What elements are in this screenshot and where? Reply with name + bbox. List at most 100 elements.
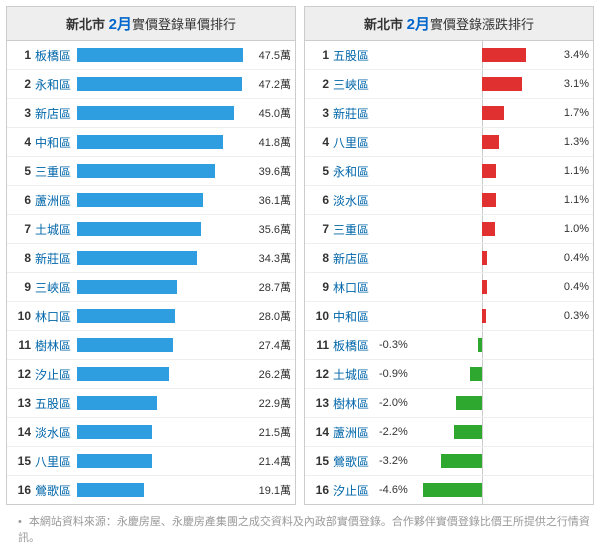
- district-name[interactable]: 汐止區: [333, 482, 375, 499]
- price-value: 21.4萬: [243, 453, 291, 469]
- price-row: 13五股區22.9萬: [7, 389, 295, 418]
- change-bar-area: [423, 422, 541, 442]
- zero-axis: [482, 360, 483, 388]
- price-row: 4中和區 41.8萬: [7, 128, 295, 157]
- district-name[interactable]: 新莊區: [35, 250, 77, 267]
- zero-axis: [482, 447, 483, 475]
- change-bar-area: [423, 190, 541, 210]
- change-row: 15鶯歌區-3.2%: [305, 447, 593, 476]
- district-name[interactable]: 新店區: [35, 105, 77, 122]
- price-bar: [77, 425, 152, 439]
- district-name[interactable]: 蘆洲區: [35, 192, 77, 209]
- district-name[interactable]: 八里區: [333, 134, 375, 151]
- district-name[interactable]: 蘆洲區: [333, 424, 375, 441]
- district-name[interactable]: 淡水區: [35, 424, 77, 441]
- price-row: 12汐止區26.2萬: [7, 360, 295, 389]
- bar-area: [77, 45, 243, 65]
- district-name[interactable]: 永和區: [333, 163, 375, 180]
- change-value: 1.0%: [541, 223, 589, 235]
- rank: 9: [309, 280, 333, 294]
- rank: 14: [11, 425, 35, 439]
- district-name[interactable]: 三重區: [333, 221, 375, 238]
- change-value: 0.4%: [541, 281, 589, 293]
- bullet-icon: •: [18, 516, 26, 528]
- change-bar-area: [423, 451, 541, 471]
- price-row: 8新莊區34.3萬: [7, 244, 295, 273]
- rank: 11: [309, 338, 333, 352]
- district-name[interactable]: 林口區: [35, 308, 77, 325]
- left-panel: 新北市 2月實價登錄單價排行 1板橋區47.5萬2永和區47.2萬3新店區45.…: [6, 6, 296, 505]
- district-name[interactable]: 新店區: [333, 250, 375, 267]
- bar-area: [77, 364, 243, 384]
- district-name[interactable]: 八里區: [35, 453, 77, 470]
- change-row: 4八里區 1.3%: [305, 128, 593, 157]
- district-name[interactable]: 汐止區: [35, 366, 77, 383]
- change-value: 1.1%: [541, 194, 589, 206]
- price-value: 41.8萬: [243, 134, 291, 150]
- change-value: -3.2%: [375, 455, 423, 467]
- district-name[interactable]: 三峽區: [35, 279, 77, 296]
- district-name[interactable]: 中和區: [35, 134, 77, 151]
- bar-area: [77, 161, 243, 181]
- change-bar-area: [423, 393, 541, 413]
- right-title-rest: 實價登錄漲跌排行: [430, 17, 534, 32]
- left-rows: 1板橋區47.5萬2永和區47.2萬3新店區45.0萬4中和區41.8萬5三重區…: [7, 41, 295, 504]
- change-row: 5永和區1.1%: [305, 157, 593, 186]
- district-name[interactable]: 三峽區: [333, 76, 375, 93]
- district-name[interactable]: 中和區: [333, 308, 375, 325]
- district-name[interactable]: 板橋區: [35, 47, 77, 64]
- district-name[interactable]: 三重區: [35, 163, 77, 180]
- change-bar-area: [423, 277, 541, 297]
- change-row: 1五股區3.4%: [305, 41, 593, 70]
- price-bar: [77, 280, 177, 294]
- rank: 4: [11, 135, 35, 149]
- district-name[interactable]: 鶯歌區: [333, 453, 375, 470]
- price-bar: [77, 164, 215, 178]
- price-value: 21.5萬: [243, 424, 291, 440]
- rank: 10: [11, 309, 35, 323]
- rank: 5: [11, 164, 35, 178]
- change-value: -0.9%: [375, 368, 423, 380]
- district-name[interactable]: 五股區: [333, 47, 375, 64]
- district-name[interactable]: 淡水區: [333, 192, 375, 209]
- change-bar: [482, 48, 526, 62]
- district-name[interactable]: 板橋區: [333, 337, 375, 354]
- rank: 4: [309, 135, 333, 149]
- district-name[interactable]: 五股區: [35, 395, 77, 412]
- change-bar: [456, 396, 482, 410]
- district-name[interactable]: 土城區: [35, 221, 77, 238]
- district-name[interactable]: 新莊區: [333, 105, 375, 122]
- change-value: -0.3%: [375, 339, 423, 351]
- district-name[interactable]: 土城區: [333, 366, 375, 383]
- change-bar: [482, 77, 522, 91]
- right-rows: 1五股區3.4%2三峽區3.1%3新莊區1.7%4八里區1.3%5永和區1.1%…: [305, 41, 593, 504]
- change-row: 8新店區0.4%: [305, 244, 593, 273]
- change-bar-area: [423, 219, 541, 239]
- price-row: 1板橋區47.5萬: [7, 41, 295, 70]
- rank: 9: [11, 280, 35, 294]
- price-value: 26.2萬: [243, 366, 291, 382]
- change-row: 11板橋區-0.3%: [305, 331, 593, 360]
- district-name[interactable]: 樹林區: [35, 337, 77, 354]
- change-bar: [482, 106, 504, 120]
- district-name[interactable]: 永和區: [35, 76, 77, 93]
- price-bar: [77, 222, 201, 236]
- left-title: 新北市 2月實價登錄單價排行: [7, 7, 295, 41]
- zero-axis: [482, 331, 483, 359]
- price-bar: [77, 338, 173, 352]
- rank: 10: [309, 309, 333, 323]
- change-value: 1.1%: [541, 165, 589, 177]
- price-row: 9三峽區28.7萬: [7, 273, 295, 302]
- change-value: 1.3%: [541, 136, 589, 148]
- price-bar: [77, 309, 175, 323]
- price-bar: [77, 454, 152, 468]
- bar-area: [77, 248, 243, 268]
- district-name[interactable]: 樹林區: [333, 395, 375, 412]
- district-name[interactable]: 林口區: [333, 279, 375, 296]
- price-bar: [77, 483, 144, 497]
- rank: 2: [11, 77, 35, 91]
- change-row: 13樹林區-2.0%: [305, 389, 593, 418]
- district-name[interactable]: 鶯歌區: [35, 482, 77, 499]
- rank: 11: [11, 338, 35, 352]
- zero-axis: [482, 476, 483, 504]
